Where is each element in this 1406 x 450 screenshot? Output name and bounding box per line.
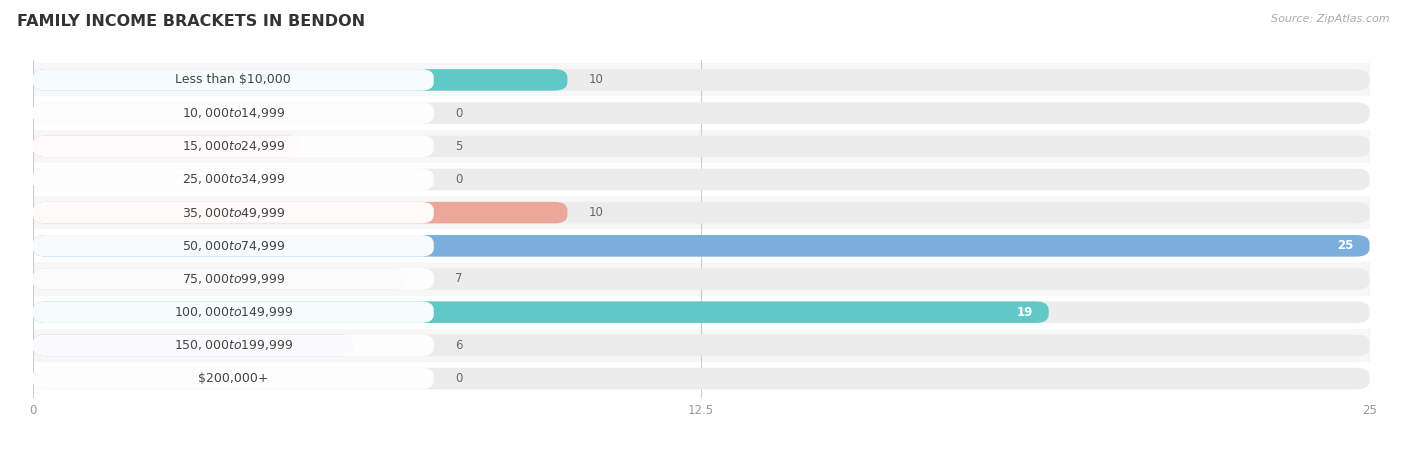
Text: $25,000 to $34,999: $25,000 to $34,999	[181, 172, 285, 186]
FancyBboxPatch shape	[32, 235, 1369, 256]
FancyBboxPatch shape	[32, 135, 1369, 157]
Text: $35,000 to $49,999: $35,000 to $49,999	[181, 206, 285, 220]
Text: FAMILY INCOME BRACKETS IN BENDON: FAMILY INCOME BRACKETS IN BENDON	[17, 14, 366, 28]
Text: 19: 19	[1017, 306, 1032, 319]
FancyBboxPatch shape	[32, 202, 1369, 223]
FancyBboxPatch shape	[32, 268, 434, 290]
Text: $200,000+: $200,000+	[198, 372, 269, 385]
Bar	[32, 96, 1369, 130]
FancyBboxPatch shape	[32, 235, 1369, 256]
Text: $150,000 to $199,999: $150,000 to $199,999	[173, 338, 292, 352]
Bar	[32, 63, 1369, 96]
FancyBboxPatch shape	[32, 69, 1369, 91]
Bar	[32, 163, 1369, 196]
Bar	[32, 130, 1369, 163]
Text: 0: 0	[456, 107, 463, 120]
Text: 0: 0	[456, 173, 463, 186]
FancyBboxPatch shape	[32, 235, 434, 256]
FancyBboxPatch shape	[32, 102, 434, 124]
Text: Source: ZipAtlas.com: Source: ZipAtlas.com	[1271, 14, 1389, 23]
Bar	[32, 296, 1369, 329]
Bar	[32, 262, 1369, 296]
Text: 0: 0	[456, 372, 463, 385]
FancyBboxPatch shape	[32, 102, 1369, 124]
FancyBboxPatch shape	[32, 69, 434, 91]
FancyBboxPatch shape	[32, 169, 1369, 190]
FancyBboxPatch shape	[32, 334, 1369, 356]
Text: 7: 7	[456, 273, 463, 285]
FancyBboxPatch shape	[32, 302, 1049, 323]
FancyBboxPatch shape	[32, 368, 434, 389]
Bar	[32, 196, 1369, 229]
Text: $10,000 to $14,999: $10,000 to $14,999	[181, 106, 285, 120]
FancyBboxPatch shape	[32, 302, 1369, 323]
Text: 10: 10	[589, 206, 603, 219]
FancyBboxPatch shape	[32, 334, 353, 356]
FancyBboxPatch shape	[32, 135, 434, 157]
Bar	[32, 329, 1369, 362]
FancyBboxPatch shape	[32, 334, 434, 356]
Bar	[32, 362, 1369, 395]
FancyBboxPatch shape	[32, 202, 434, 223]
Bar	[32, 229, 1369, 262]
Text: 6: 6	[456, 339, 463, 352]
FancyBboxPatch shape	[32, 368, 1369, 389]
Text: $100,000 to $149,999: $100,000 to $149,999	[173, 305, 292, 319]
FancyBboxPatch shape	[32, 69, 568, 91]
Text: 10: 10	[589, 73, 603, 86]
FancyBboxPatch shape	[32, 268, 1369, 290]
FancyBboxPatch shape	[32, 135, 299, 157]
Text: Less than $10,000: Less than $10,000	[176, 73, 291, 86]
FancyBboxPatch shape	[32, 202, 568, 223]
Text: 5: 5	[456, 140, 463, 153]
Text: $50,000 to $74,999: $50,000 to $74,999	[181, 239, 285, 253]
Text: 25: 25	[1337, 239, 1354, 252]
Text: $15,000 to $24,999: $15,000 to $24,999	[181, 139, 285, 153]
FancyBboxPatch shape	[32, 302, 434, 323]
FancyBboxPatch shape	[32, 268, 408, 290]
FancyBboxPatch shape	[32, 169, 434, 190]
Text: $75,000 to $99,999: $75,000 to $99,999	[181, 272, 285, 286]
